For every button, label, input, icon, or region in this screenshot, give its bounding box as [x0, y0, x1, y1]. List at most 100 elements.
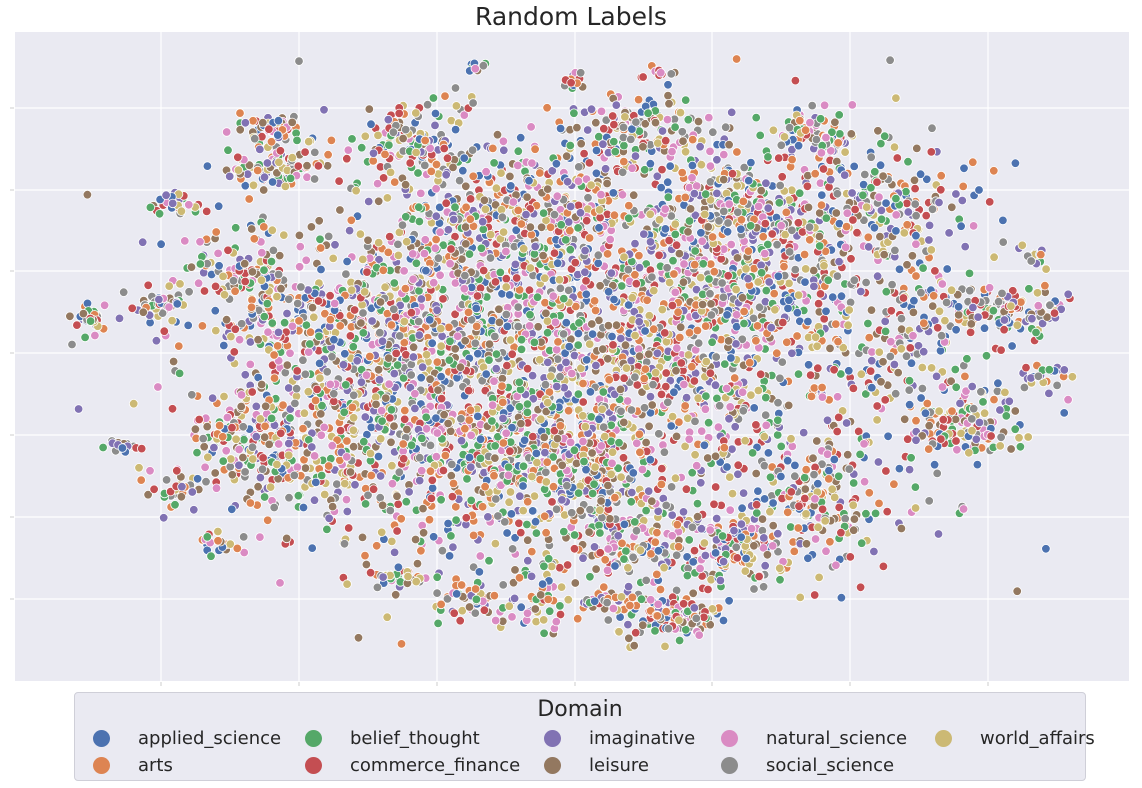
scatter-point-arts: [378, 265, 389, 276]
scatter-point-world_affairs: [505, 487, 516, 497]
scatter-point-world_affairs: [812, 341, 822, 352]
scatter-point-commerce_finance: [595, 548, 605, 558]
scatter-point-commerce_finance: [229, 347, 240, 357]
scatter-point-natural_science: [245, 359, 256, 370]
scatter-point-leisure: [327, 501, 338, 512]
scatter-point-applied_science: [793, 140, 804, 151]
scatter-point-arts: [902, 220, 912, 230]
scatter-point-applied_science: [366, 119, 376, 129]
scatter-point-imaginative: [903, 207, 914, 217]
scatter-point-social_science: [910, 199, 920, 209]
scatter-point-world_affairs: [926, 363, 937, 373]
scatter-point-imaginative: [530, 241, 540, 252]
scatter-point-world_affairs: [536, 414, 546, 424]
scatter-point-arts: [383, 247, 394, 258]
scatter-point-world_affairs: [741, 264, 751, 274]
scatter-point-world_affairs: [810, 332, 821, 342]
scatter-point-arts: [800, 125, 811, 135]
scatter-point-commerce_finance: [438, 294, 448, 304]
scatter-point-applied_science: [929, 460, 940, 470]
scatter-point-applied_science: [156, 239, 166, 249]
scatter-point-applied_science: [471, 303, 482, 314]
scatter-point-social_science: [268, 245, 279, 256]
scatter-point-leisure: [300, 463, 311, 473]
scatter-point-commerce_finance: [502, 360, 512, 371]
scatter-point-commerce_finance: [618, 453, 629, 463]
scatter-point-belief_thought: [690, 246, 700, 256]
scatter-point-commerce_finance: [426, 493, 437, 504]
scatter-point-social_science: [583, 193, 593, 203]
scatter-point-world_affairs: [696, 272, 706, 283]
scatter-point-social_science: [737, 334, 748, 345]
scatter-point-imaginative: [498, 413, 508, 424]
scatter-point-imaginative: [598, 139, 608, 149]
scatter-point-natural_science: [603, 544, 613, 554]
scatter-point-applied_science: [340, 349, 350, 359]
scatter-point-world_affairs: [256, 275, 267, 285]
scatter-point-commerce_finance: [313, 161, 324, 171]
scatter-point-belief_thought: [266, 413, 277, 424]
scatter-point-arts: [440, 450, 451, 461]
scatter-point-applied_science: [669, 387, 679, 397]
scatter-point-leisure: [644, 349, 654, 359]
scatter-point-arts: [253, 165, 263, 176]
scatter-point-arts: [360, 550, 370, 561]
scatter-point-world_affairs: [376, 434, 386, 444]
scatter-point-belief_thought: [444, 355, 455, 365]
scatter-point-applied_science: [427, 338, 437, 348]
scatter-point-natural_science: [662, 114, 673, 125]
scatter-point-social_science: [240, 467, 250, 477]
scatter-point-social_science: [540, 380, 551, 390]
scatter-point-imaginative: [766, 322, 777, 333]
scatter-point-natural_science: [667, 146, 677, 157]
scatter-point-natural_science: [257, 247, 267, 258]
scatter-point-leisure: [629, 190, 639, 200]
scatter-point-social_science: [349, 390, 359, 401]
scatter-point-world_affairs: [844, 305, 854, 315]
scatter-point-belief_thought: [285, 413, 295, 423]
scatter-point-commerce_finance: [829, 365, 839, 375]
scatter-point-commerce_finance: [767, 229, 777, 239]
scatter-point-applied_science: [511, 225, 521, 235]
scatter-point-leisure: [389, 421, 399, 431]
scatter-point-natural_science: [832, 392, 843, 402]
scatter-point-imaginative: [951, 189, 961, 199]
scatter-point-commerce_finance: [608, 111, 618, 121]
scatter-point-social_science: [663, 397, 673, 408]
scatter-point-arts: [217, 432, 228, 442]
scatter-point-social_science: [456, 414, 466, 424]
scatter-point-world_affairs: [328, 253, 338, 264]
scatter-point-leisure: [221, 315, 232, 325]
scatter-point-world_affairs: [630, 330, 640, 341]
scatter-point-arts: [323, 149, 333, 160]
scatter-point-leisure: [671, 366, 681, 376]
scatter-point-applied_science: [560, 348, 570, 358]
scatter-point-applied_science: [783, 303, 793, 314]
scatter-point-arts: [743, 246, 754, 256]
scatter-point-commerce_finance: [447, 491, 458, 502]
scatter-point-commerce_finance: [514, 518, 524, 529]
scatter-point-world_affairs: [889, 142, 900, 152]
scatter-point-belief_thought: [573, 340, 583, 350]
scatter-point-natural_science: [746, 523, 757, 534]
scatter-point-belief_thought: [668, 256, 678, 266]
scatter-point-world_affairs: [233, 165, 244, 175]
scatter-point-leisure: [619, 417, 629, 428]
scatter-point-applied_science: [722, 310, 732, 320]
scatter-point-commerce_finance: [815, 289, 826, 299]
scatter-point-applied_science: [183, 320, 193, 331]
scatter-point-leisure: [644, 421, 654, 432]
scatter-point-social_science: [717, 278, 727, 288]
scatter-point-world_affairs: [657, 304, 668, 315]
scatter-point-applied_science: [329, 335, 339, 345]
scatter-point-applied_science: [594, 223, 604, 233]
scatter-point-arts: [372, 541, 382, 551]
scatter-point-world_affairs: [546, 371, 556, 381]
scatter-point-natural_science: [596, 189, 606, 200]
scatter-point-world_affairs: [519, 244, 529, 254]
scatter-point-imaginative: [307, 442, 317, 452]
scatter-point-belief_thought: [880, 131, 890, 141]
scatter-point-commerce_finance: [258, 453, 268, 463]
scatter-point-leisure: [603, 354, 613, 364]
scatter-point-belief_thought: [815, 241, 825, 251]
